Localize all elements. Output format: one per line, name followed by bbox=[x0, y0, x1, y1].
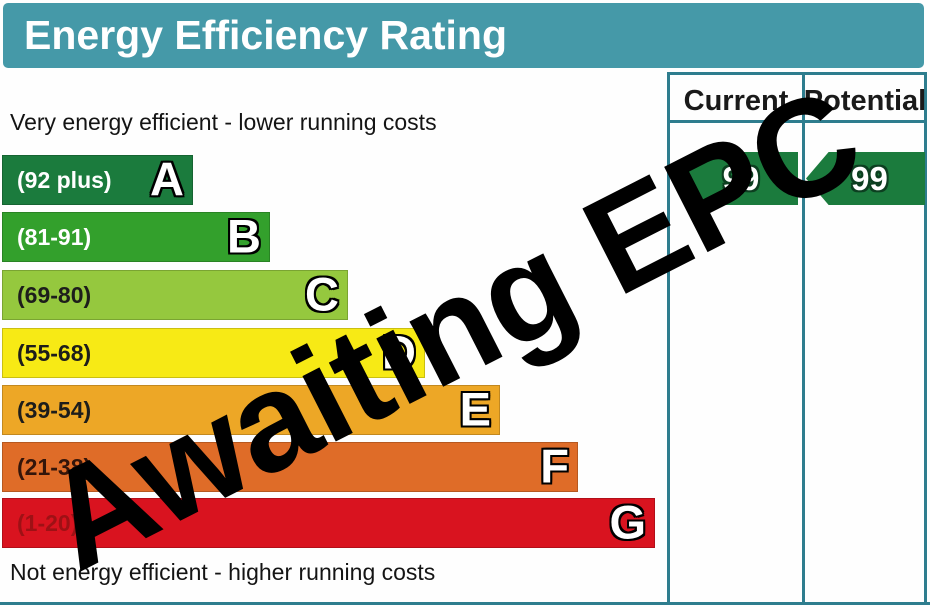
band-e-range-label: (39-54) bbox=[17, 396, 92, 423]
band-e: (39-54) E bbox=[2, 385, 500, 435]
chart-header-bar: Energy Efficiency Rating bbox=[3, 3, 924, 68]
band-d-letter: D bbox=[382, 325, 416, 379]
current-rating-arrow: 99 bbox=[676, 152, 798, 205]
table-header-underline bbox=[667, 120, 927, 123]
band-f: (21-38) F bbox=[2, 442, 578, 492]
potential-rating-arrow: 99 bbox=[806, 152, 925, 205]
table-divider-right bbox=[924, 72, 927, 603]
band-b-letter: B bbox=[227, 209, 261, 263]
band-e-letter: E bbox=[459, 382, 491, 436]
band-a-letter: A bbox=[150, 152, 184, 206]
potential-column-header: Potential bbox=[803, 85, 927, 117]
table-top-border bbox=[667, 72, 927, 75]
band-f-range-label: (21-38) bbox=[17, 453, 92, 480]
chart-title: Energy Efficiency Rating bbox=[24, 12, 508, 58]
band-f-letter: F bbox=[540, 439, 569, 493]
table-bottom-border bbox=[0, 602, 930, 605]
top-caption: Very energy efficient - lower running co… bbox=[10, 109, 437, 135]
band-c-letter: C bbox=[305, 267, 339, 321]
band-b-range-label: (81-91) bbox=[17, 223, 92, 250]
current-column-header: Current bbox=[683, 85, 789, 117]
band-a-range-label: (92 plus) bbox=[17, 166, 112, 193]
current-rating-value: 99 bbox=[722, 160, 760, 197]
band-g-letter: G bbox=[609, 495, 646, 549]
bottom-caption: Not energy efficient - higher running co… bbox=[10, 559, 436, 585]
band-a: (92 plus) A bbox=[2, 155, 193, 205]
band-g: (1-20) G bbox=[2, 498, 655, 548]
table-divider-left bbox=[667, 72, 670, 603]
band-d-range-label: (55-68) bbox=[17, 339, 92, 366]
band-d: (55-68) D bbox=[2, 328, 425, 378]
potential-rating-value: 99 bbox=[851, 160, 888, 197]
table-divider-middle bbox=[802, 72, 805, 603]
band-c: (69-80) C bbox=[2, 270, 348, 320]
band-g-range-label: (1-20) bbox=[17, 509, 79, 536]
band-b: (81-91) B bbox=[2, 212, 270, 262]
band-c-range-label: (69-80) bbox=[17, 281, 92, 308]
